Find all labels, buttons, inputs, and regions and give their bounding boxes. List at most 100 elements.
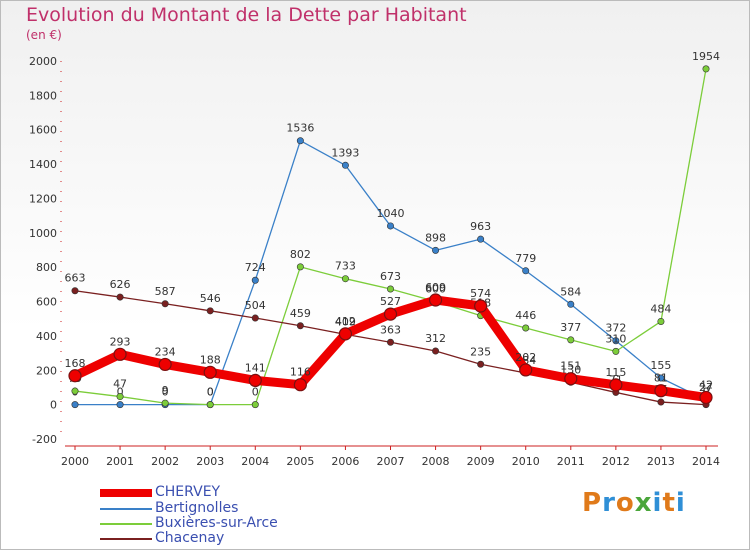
brand-letter: i [675,488,686,518]
data-point [71,387,79,395]
data-label: 9 [162,384,169,397]
data-point [203,365,217,379]
x-tick-label: 2005 [286,455,314,468]
data-label: 459 [290,307,311,320]
legend-label-chacenay: Chacenay [155,530,225,546]
data-label: 0 [207,386,214,399]
data-label: 609 [425,281,446,294]
data-point [567,300,575,308]
data-label: 42 [699,378,713,391]
data-point [612,337,620,345]
data-point [522,324,530,332]
x-tick-label: 2002 [151,455,179,468]
y-tick-label: 0 [50,399,57,412]
data-label: 0 [162,386,169,399]
legend-swatch-chervey [100,489,152,497]
x-tick-label: 2010 [512,455,540,468]
y-tick-label: 1800 [29,89,57,102]
x-tick-label: 2000 [61,455,89,468]
data-label: 27 [699,381,713,394]
data-label: 0 [207,386,214,399]
data-point [293,378,307,392]
data-point [657,398,665,406]
data-label: 372 [605,322,626,335]
data-point [206,307,214,315]
chart-subtitle: (en €) [26,28,62,42]
data-point [432,347,440,355]
legend-label-bertignolles: Bertignolles [155,500,239,516]
data-label: 363 [380,323,401,336]
data-point [296,263,304,271]
y-tick-label: -200 [32,433,57,446]
data-label: 504 [245,299,266,312]
x-tick-label: 2004 [241,455,269,468]
data-point [657,374,665,382]
x-tick-label: 2014 [692,455,720,468]
legend-swatch-bertignolles [100,508,152,510]
data-label: 733 [335,260,356,273]
data-label: 898 [425,231,446,244]
y-tick-label: 400 [36,330,57,343]
x-tick-label: 2013 [647,455,675,468]
brand-logo: Proxiti [582,488,686,518]
y-tick-label: 1000 [29,227,57,240]
data-point [522,267,530,275]
data-point [428,293,443,307]
brand-letter: t [662,488,676,518]
data-point [383,307,398,321]
data-label: 600 [425,283,446,296]
data-label: 116 [290,366,311,379]
data-label: 312 [425,332,446,345]
data-point [702,65,710,73]
data-point [477,235,485,243]
data-label: 1040 [377,207,405,220]
data-point [386,222,394,230]
x-tick-label: 2001 [106,455,134,468]
legend-label-buxieres: Buxières-sur-Arce [155,515,278,531]
data-label: 963 [470,220,491,233]
data-label: 574 [470,287,491,300]
data-point [612,347,620,355]
brand-letter: o [615,488,635,518]
data-label: 155 [650,359,671,372]
data-point [341,161,349,169]
data-point [296,137,304,145]
y-tick-label: 1200 [29,192,57,205]
data-label: 673 [380,270,401,283]
y-tick-label: 800 [36,261,57,274]
data-label: 779 [515,252,536,265]
data-point [116,393,124,401]
data-point [71,401,79,409]
data-point [567,336,575,344]
data-point [699,390,713,405]
data-label: 293 [110,335,131,348]
x-tick-label: 2012 [602,455,630,468]
data-label: 1536 [286,122,314,135]
data-point [564,372,578,386]
data-point [609,378,623,392]
brand-letter: P [582,488,603,518]
brand-letter: r [602,488,616,518]
chart-title: Evolution du Montant de la Dette par Hab… [26,4,467,26]
y-tick-label: 1400 [29,158,57,171]
data-point [386,285,394,293]
data-point [248,373,262,388]
data-label: 412 [335,315,356,328]
data-point [206,401,214,409]
data-point [341,275,349,283]
data-label: 802 [290,248,311,261]
data-label: 663 [65,272,86,285]
data-point [477,360,485,368]
x-tick-label: 2007 [377,455,405,468]
data-label: 484 [650,302,671,315]
data-point [432,246,440,254]
y-tick-label: 1600 [29,124,57,137]
data-point [161,399,169,407]
data-label: 188 [200,353,221,366]
data-point [68,369,82,383]
data-label: 1954 [692,50,720,63]
legend-item-chacenay: Chacenay [100,530,330,546]
x-tick-label: 2006 [331,455,359,468]
